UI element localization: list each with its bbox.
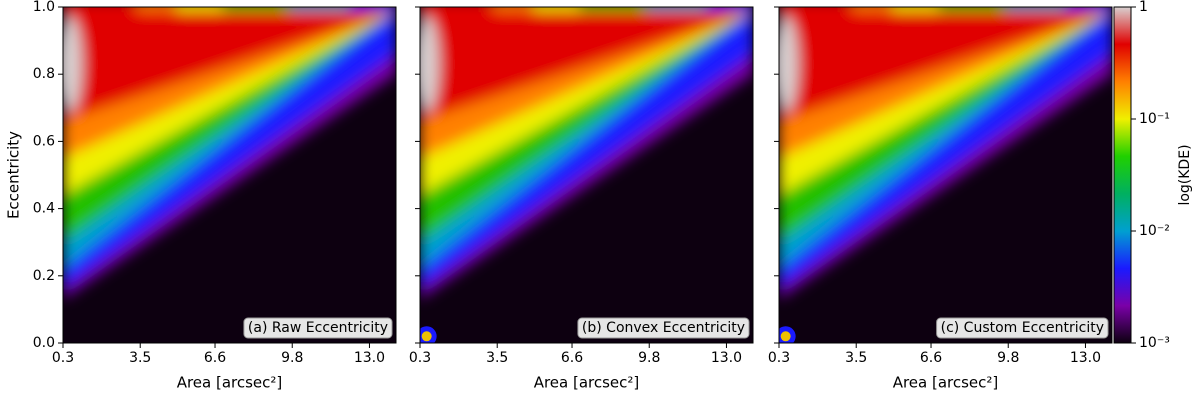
- annotation-box: [243, 317, 393, 339]
- colorbar-tick-label: 10⁻²: [1139, 223, 1170, 239]
- x-tick-label: 6.6: [204, 350, 226, 366]
- x-tick-label: 13.0: [711, 350, 742, 366]
- density-blob: [780, 331, 791, 342]
- y-tick-label: 0.8: [33, 66, 55, 82]
- density-contour: [63, 7, 396, 122]
- density: [63, 7, 396, 300]
- x-tick-label: 3.5: [845, 350, 867, 366]
- x-tick-label: 13.0: [354, 350, 385, 366]
- heatmap: [420, 7, 753, 343]
- y-axis-label: Eccentricity: [5, 131, 23, 219]
- plot-frame: [62, 6, 397, 344]
- x-tick-label: 3.5: [129, 350, 151, 366]
- annotation: (b) Convex Eccentricity: [582, 320, 745, 336]
- annotation: (a) Raw Eccentricity: [248, 320, 388, 336]
- density-contour: [779, 7, 1112, 122]
- heatmap: [63, 7, 396, 343]
- x-axis-label: Area [arcsec²]: [177, 374, 283, 392]
- density-peak: [420, 16, 439, 113]
- x-axis-label: Area [arcsec²]: [534, 374, 640, 392]
- x-tick-label: 3.5: [486, 350, 508, 366]
- x-tick-label: 9.8: [638, 350, 660, 366]
- annotation-box: [577, 317, 750, 339]
- density-peak: [63, 16, 82, 113]
- x-tick-label: 6.6: [561, 350, 583, 366]
- density: [779, 7, 1112, 300]
- x-tick-label: 9.8: [997, 350, 1019, 366]
- y-tick-label: 0.2: [33, 268, 55, 284]
- y-tick-label: 0.6: [33, 133, 55, 149]
- x-tick-label: 13.0: [1070, 350, 1101, 366]
- colorbar-tick-label: 1: [1139, 0, 1148, 15]
- y-tick-label: 0.4: [33, 201, 55, 217]
- plot-frame: [778, 6, 1113, 344]
- plot-frame: [419, 6, 754, 344]
- x-tick-label: 0.3: [768, 350, 790, 366]
- colorbar: [1113, 6, 1132, 344]
- x-tick-label: 0.3: [52, 350, 74, 366]
- colorbar-tick-label: 10⁻¹: [1139, 111, 1170, 127]
- y-tick-label: 0.0: [33, 335, 55, 351]
- y-tick-label: 1.0: [33, 0, 55, 15]
- colorbar-tick-label: 10⁻³: [1139, 335, 1170, 351]
- density-contour: [420, 7, 753, 122]
- density-blob: [421, 331, 432, 342]
- density: [420, 7, 753, 300]
- x-tick-label: 0.3: [409, 350, 431, 366]
- x-tick-label: 9.8: [281, 350, 303, 366]
- colorbar-label: log(KDE): [1177, 144, 1193, 205]
- heatmap: [779, 7, 1112, 343]
- annotation-box: [936, 317, 1109, 339]
- annotation: (c) Custom Eccentricity: [941, 320, 1104, 336]
- x-axis-label: Area [arcsec²]: [893, 374, 999, 392]
- x-tick-label: 6.6: [920, 350, 942, 366]
- density-peak: [779, 16, 798, 113]
